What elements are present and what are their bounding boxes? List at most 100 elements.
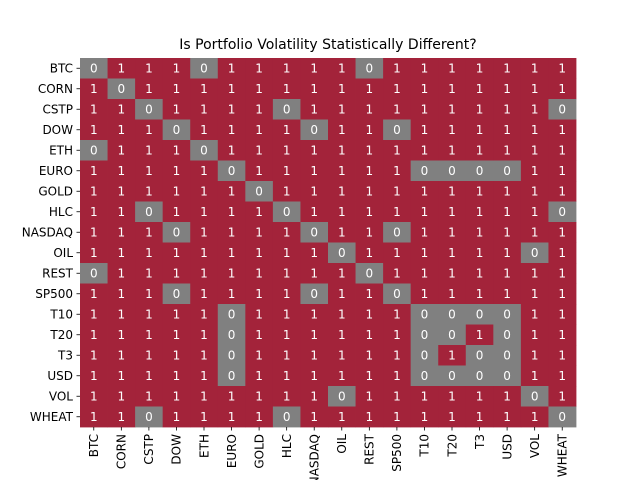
heatmap-cell bbox=[438, 324, 467, 346]
cell-value-label: 1 bbox=[366, 328, 374, 342]
cell-value-label: 1 bbox=[366, 103, 374, 117]
heatmap-cell bbox=[245, 304, 274, 325]
cell-value-label: 0 bbox=[90, 62, 98, 76]
heatmap-cell bbox=[355, 242, 384, 264]
heatmap-cell bbox=[80, 99, 108, 120]
cell-value-label: 1 bbox=[531, 62, 539, 76]
y-tick-label: HLC bbox=[49, 205, 73, 219]
cell-value-label: 1 bbox=[338, 287, 346, 301]
heatmap-cell bbox=[245, 78, 274, 100]
heatmap-cell bbox=[493, 58, 522, 79]
heatmap-cell bbox=[217, 345, 246, 366]
heatmap-cell bbox=[410, 201, 439, 223]
heatmap-cell bbox=[162, 140, 191, 161]
heatmap-cell bbox=[328, 304, 356, 325]
heatmap-cell bbox=[80, 283, 108, 305]
heatmap-cell bbox=[383, 386, 412, 407]
cell-value-label: 1 bbox=[366, 369, 374, 383]
heatmap-cell bbox=[245, 386, 274, 407]
heatmap-cell bbox=[410, 160, 439, 182]
cell-value-label: 1 bbox=[366, 123, 374, 137]
heatmap-cell bbox=[272, 78, 301, 100]
x-tick-label: CORN bbox=[115, 434, 129, 469]
cell-value-label: 1 bbox=[228, 267, 236, 281]
heatmap-cell bbox=[383, 119, 412, 141]
heatmap-cell bbox=[272, 345, 301, 366]
heatmap-cell bbox=[383, 324, 412, 346]
heatmap-cell bbox=[300, 119, 329, 141]
cell-value-label: 1 bbox=[338, 328, 346, 342]
cell-value-label: 1 bbox=[338, 410, 346, 424]
heatmap-cell bbox=[355, 78, 384, 100]
cell-value-label: 1 bbox=[503, 144, 511, 158]
heatmap-cell bbox=[107, 324, 136, 346]
heatmap-cell bbox=[107, 263, 136, 284]
cell-value-label: 1 bbox=[283, 328, 291, 342]
cell-value-label: 0 bbox=[173, 123, 181, 137]
heatmap-cell bbox=[272, 99, 301, 120]
x-tick-label: OIL bbox=[335, 434, 349, 454]
cell-value-label: 1 bbox=[448, 410, 456, 424]
heatmap-cell bbox=[328, 222, 356, 243]
cell-value-label: 1 bbox=[90, 369, 98, 383]
heatmap-cell bbox=[438, 201, 467, 223]
cell-value-label: 1 bbox=[531, 349, 539, 363]
cell-value-label: 1 bbox=[421, 205, 429, 219]
heatmap-cell bbox=[107, 58, 136, 79]
heatmap-cell bbox=[217, 119, 246, 141]
cell-value-label: 1 bbox=[145, 369, 153, 383]
heatmap-cell bbox=[438, 283, 467, 305]
cell-value-label: 1 bbox=[118, 205, 126, 219]
heatmap-cell bbox=[80, 242, 108, 264]
heatmap-cell bbox=[135, 283, 164, 305]
cell-value-label: 0 bbox=[448, 369, 456, 383]
heatmap-cell bbox=[162, 304, 191, 325]
cell-value-label: 1 bbox=[255, 308, 263, 322]
heatmap-cell bbox=[107, 78, 136, 100]
heatmap-cell bbox=[383, 263, 412, 284]
cell-value-label: 1 bbox=[503, 123, 511, 137]
chart-title: Is Portfolio Volatility Statistically Di… bbox=[179, 37, 476, 53]
cell-value-label: 0 bbox=[393, 287, 401, 301]
heatmap-cell bbox=[520, 140, 549, 161]
heatmap-cell bbox=[520, 242, 549, 264]
heatmap-cell bbox=[107, 119, 136, 141]
heatmap-cell bbox=[383, 283, 412, 305]
cell-value-label: 1 bbox=[476, 185, 484, 199]
heatmap-cell bbox=[355, 304, 384, 325]
heatmap-cell bbox=[245, 201, 274, 223]
heatmap-cell bbox=[162, 222, 191, 243]
cell-value-label: 1 bbox=[145, 144, 153, 158]
cell-value-label: 1 bbox=[503, 246, 511, 260]
cell-value-label: 0 bbox=[173, 226, 181, 240]
heatmap-cell bbox=[493, 242, 522, 264]
cell-value-label: 1 bbox=[255, 410, 263, 424]
heatmap-cell bbox=[217, 99, 246, 120]
heatmap-cell bbox=[190, 406, 219, 428]
cell-value-label: 1 bbox=[503, 62, 511, 76]
cell-value-label: 1 bbox=[531, 164, 539, 178]
cell-value-label: 1 bbox=[448, 205, 456, 219]
heatmap-cell bbox=[328, 58, 356, 79]
heatmap-cell bbox=[438, 222, 467, 243]
cell-value-label: 0 bbox=[393, 226, 401, 240]
heatmap-cell bbox=[383, 160, 412, 182]
heatmap-cell bbox=[328, 345, 356, 366]
cell-value-label: 0 bbox=[558, 103, 566, 117]
cell-value-label: 1 bbox=[476, 287, 484, 301]
cell-value-label: 0 bbox=[393, 123, 401, 137]
heatmap-cell bbox=[300, 58, 329, 79]
cell-value-label: 1 bbox=[393, 62, 401, 76]
cell-value-label: 1 bbox=[283, 246, 291, 260]
heatmap-cell bbox=[190, 160, 219, 182]
heatmap-cell bbox=[300, 263, 329, 284]
heatmap-cell bbox=[355, 283, 384, 305]
cell-value-label: 0 bbox=[503, 328, 511, 342]
heatmap-cell bbox=[548, 222, 577, 243]
heatmap-cell bbox=[520, 345, 549, 366]
heatmap-cell bbox=[465, 283, 494, 305]
heatmap-cell bbox=[245, 181, 274, 202]
heatmap-cell bbox=[272, 242, 301, 264]
y-tick-label: VOL bbox=[49, 390, 73, 404]
heatmap-cell bbox=[520, 222, 549, 243]
